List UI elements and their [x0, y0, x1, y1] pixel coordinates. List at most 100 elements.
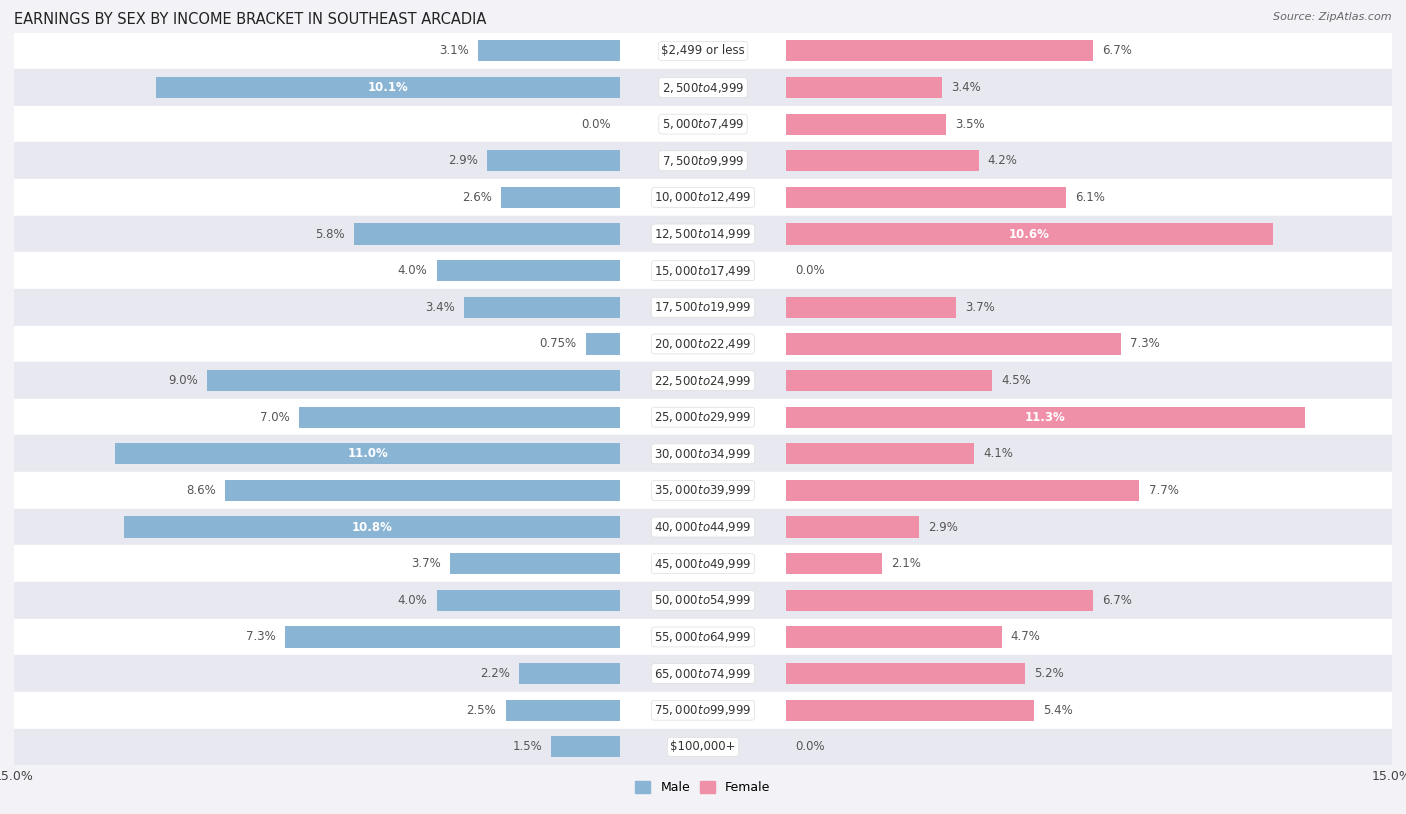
Text: 4.5%: 4.5%: [1001, 374, 1031, 387]
Text: 10.8%: 10.8%: [352, 521, 392, 533]
Text: $5,000 to $7,499: $5,000 to $7,499: [662, 117, 744, 131]
Text: 4.7%: 4.7%: [1011, 631, 1040, 643]
Text: $65,000 to $74,999: $65,000 to $74,999: [654, 667, 752, 681]
Bar: [14, 399, 1392, 435]
Text: 3.5%: 3.5%: [956, 118, 986, 130]
Text: 0.0%: 0.0%: [794, 265, 824, 277]
Text: Source: ZipAtlas.com: Source: ZipAtlas.com: [1274, 12, 1392, 22]
Bar: [786, 589, 1094, 611]
Bar: [786, 699, 1033, 721]
Bar: [786, 113, 946, 135]
Bar: [786, 333, 1121, 355]
Bar: [14, 729, 1392, 765]
Text: 5.8%: 5.8%: [315, 228, 344, 240]
Text: 2.2%: 2.2%: [481, 667, 510, 680]
Text: 1.5%: 1.5%: [513, 741, 543, 753]
Bar: [14, 435, 1392, 472]
Text: $2,500 to $4,999: $2,500 to $4,999: [662, 81, 744, 94]
Text: 11.3%: 11.3%: [1025, 411, 1066, 423]
Bar: [786, 186, 1066, 208]
Bar: [225, 479, 620, 501]
Text: 5.4%: 5.4%: [1043, 704, 1073, 716]
Bar: [285, 626, 620, 648]
Text: $45,000 to $49,999: $45,000 to $49,999: [654, 557, 752, 571]
Bar: [786, 150, 979, 172]
Bar: [786, 77, 942, 98]
Bar: [786, 370, 993, 392]
Text: 7.7%: 7.7%: [1149, 484, 1178, 497]
Text: 0.75%: 0.75%: [540, 338, 576, 350]
Bar: [14, 106, 1392, 142]
Text: EARNINGS BY SEX BY INCOME BRACKET IN SOUTHEAST ARCADIA: EARNINGS BY SEX BY INCOME BRACKET IN SOU…: [14, 12, 486, 27]
Bar: [786, 516, 920, 538]
Text: $2,499 or less: $2,499 or less: [661, 45, 745, 57]
Bar: [14, 655, 1392, 692]
Bar: [786, 626, 1001, 648]
Bar: [786, 406, 1305, 428]
Bar: [551, 736, 620, 758]
Bar: [115, 443, 620, 465]
Text: 0.0%: 0.0%: [794, 741, 824, 753]
Bar: [354, 223, 620, 245]
Bar: [464, 296, 620, 318]
Text: 3.7%: 3.7%: [412, 558, 441, 570]
Text: 3.7%: 3.7%: [965, 301, 994, 313]
Text: 10.1%: 10.1%: [368, 81, 409, 94]
Text: 2.6%: 2.6%: [461, 191, 492, 204]
Text: $7,500 to $9,999: $7,500 to $9,999: [662, 154, 744, 168]
Bar: [124, 516, 620, 538]
Text: $35,000 to $39,999: $35,000 to $39,999: [654, 484, 752, 497]
Text: $50,000 to $54,999: $50,000 to $54,999: [654, 593, 752, 607]
Bar: [14, 692, 1392, 729]
Bar: [14, 619, 1392, 655]
Text: 8.6%: 8.6%: [187, 484, 217, 497]
Text: $20,000 to $22,499: $20,000 to $22,499: [654, 337, 752, 351]
Bar: [478, 40, 620, 62]
Text: $12,500 to $14,999: $12,500 to $14,999: [654, 227, 752, 241]
Text: 4.1%: 4.1%: [983, 448, 1014, 460]
Text: 7.3%: 7.3%: [1130, 338, 1160, 350]
Text: 11.0%: 11.0%: [347, 448, 388, 460]
Text: 6.7%: 6.7%: [1102, 45, 1132, 57]
Text: 6.7%: 6.7%: [1102, 594, 1132, 606]
Text: $55,000 to $64,999: $55,000 to $64,999: [654, 630, 752, 644]
Text: 9.0%: 9.0%: [169, 374, 198, 387]
Text: 3.4%: 3.4%: [425, 301, 456, 313]
Bar: [450, 553, 620, 575]
Bar: [786, 223, 1272, 245]
Text: 7.0%: 7.0%: [260, 411, 290, 423]
Bar: [156, 77, 620, 98]
Text: $15,000 to $17,499: $15,000 to $17,499: [654, 264, 752, 278]
Text: $17,500 to $19,999: $17,500 to $19,999: [654, 300, 752, 314]
Text: $75,000 to $99,999: $75,000 to $99,999: [654, 703, 752, 717]
Text: 4.2%: 4.2%: [988, 155, 1018, 167]
Bar: [14, 326, 1392, 362]
Text: 2.5%: 2.5%: [467, 704, 496, 716]
Bar: [14, 216, 1392, 252]
Text: 7.3%: 7.3%: [246, 631, 276, 643]
Text: 2.9%: 2.9%: [449, 155, 478, 167]
Bar: [506, 699, 620, 721]
Bar: [14, 509, 1392, 545]
Text: 3.4%: 3.4%: [950, 81, 981, 94]
Text: 5.2%: 5.2%: [1033, 667, 1063, 680]
Text: $40,000 to $44,999: $40,000 to $44,999: [654, 520, 752, 534]
Text: $22,500 to $24,999: $22,500 to $24,999: [654, 374, 752, 387]
Bar: [14, 252, 1392, 289]
Text: 4.0%: 4.0%: [398, 265, 427, 277]
Bar: [14, 289, 1392, 326]
Bar: [586, 333, 620, 355]
Bar: [519, 663, 620, 685]
Text: $30,000 to $34,999: $30,000 to $34,999: [654, 447, 752, 461]
Bar: [786, 296, 956, 318]
Legend: Male, Female: Male, Female: [630, 777, 776, 799]
Bar: [14, 472, 1392, 509]
Bar: [486, 150, 620, 172]
Bar: [299, 406, 620, 428]
Text: 10.6%: 10.6%: [1008, 228, 1049, 240]
Text: $25,000 to $29,999: $25,000 to $29,999: [654, 410, 752, 424]
Bar: [14, 545, 1392, 582]
Bar: [786, 40, 1094, 62]
Bar: [786, 553, 882, 575]
Bar: [501, 186, 620, 208]
